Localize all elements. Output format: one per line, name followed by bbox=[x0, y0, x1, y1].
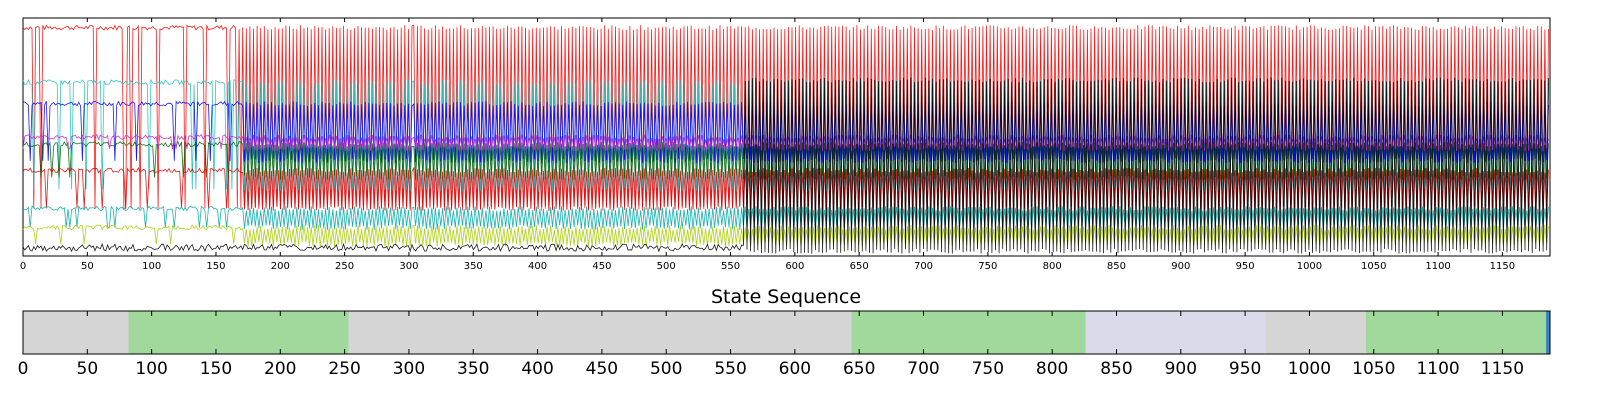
state-segment bbox=[348, 311, 852, 354]
state-segment bbox=[128, 311, 349, 354]
top-tick-label: 450 bbox=[592, 261, 611, 272]
state-segment bbox=[1366, 311, 1547, 354]
top-tick-label: 800 bbox=[1043, 261, 1062, 272]
top-tick-label: 750 bbox=[978, 261, 997, 272]
top-tick-label: 950 bbox=[1236, 261, 1255, 272]
top-tick-label: 0 bbox=[20, 261, 26, 272]
top-tick-label: 350 bbox=[464, 261, 483, 272]
bottom-tick-label: 100 bbox=[135, 359, 167, 379]
bottom-x-ticks: 0 50 100 150 200 250 300 350 400 450 500 550 600 650 7… bbox=[18, 311, 1524, 379]
top-tick-label: 1000 bbox=[1297, 261, 1322, 272]
bottom-tick-label: 950 bbox=[1229, 359, 1261, 379]
state-segment bbox=[1546, 311, 1550, 354]
state-segment bbox=[1265, 311, 1366, 354]
bottom-tick-label: 50 bbox=[77, 359, 99, 379]
top-tick-label: 850 bbox=[1107, 261, 1126, 272]
signal-series-line bbox=[22, 77, 1549, 254]
signal-lines bbox=[22, 24, 1549, 254]
bottom-tick-label: 1100 bbox=[1416, 359, 1459, 379]
top-tick-label: 550 bbox=[721, 261, 740, 272]
bottom-tick-label: 600 bbox=[779, 359, 811, 379]
top-tick-label: 400 bbox=[528, 261, 547, 272]
bottom-tick-label: 550 bbox=[714, 359, 746, 379]
top-tick-label: 100 bbox=[142, 261, 161, 272]
bottom-tick-label: 750 bbox=[972, 359, 1004, 379]
bottom-tick-label: 350 bbox=[457, 359, 489, 379]
bottom-tick-label: 250 bbox=[328, 359, 360, 379]
bottom-tick-label: 850 bbox=[1100, 359, 1132, 379]
bottom-tick-label: 200 bbox=[264, 359, 296, 379]
top-tick-label: 600 bbox=[785, 261, 804, 272]
top-tick-label: 900 bbox=[1171, 261, 1190, 272]
top-tick-label: 200 bbox=[271, 261, 290, 272]
state-segment bbox=[851, 311, 1086, 354]
bottom-tick-label: 500 bbox=[650, 359, 682, 379]
top-tick-label: 1150 bbox=[1490, 261, 1515, 272]
state-sequence-frame bbox=[22, 310, 1551, 355]
bottom-tick-label: 800 bbox=[1036, 359, 1068, 379]
bottom-tick-label: 1150 bbox=[1481, 359, 1524, 379]
bottom-tick-label: 300 bbox=[393, 359, 425, 379]
bottom-tick-label: 150 bbox=[200, 359, 232, 379]
bottom-tick-label: 650 bbox=[843, 359, 875, 379]
signal-plot: 0 50 100 150 200 250 300 350 400 450 500 550 600 650 7… bbox=[20, 17, 1551, 272]
top-tick-label: 1100 bbox=[1425, 261, 1450, 272]
top-tick-label: 500 bbox=[657, 261, 676, 272]
bottom-tick-label: 0 bbox=[18, 359, 29, 379]
top-x-ticks: 0 50 100 150 200 250 300 350 400 450 500 550 600 650 7… bbox=[20, 18, 1515, 272]
top-tick-label: 700 bbox=[914, 261, 933, 272]
top-tick-label: 650 bbox=[850, 261, 869, 272]
bottom-tick-label: 400 bbox=[521, 359, 553, 379]
state-segment bbox=[1085, 311, 1266, 354]
state-sequence-plot: State Sequence 0 50 100 150 200 250 300 350 400 4… bbox=[18, 286, 1551, 379]
top-tick-label: 250 bbox=[335, 261, 354, 272]
top-tick-label: 1050 bbox=[1361, 261, 1386, 272]
top-tick-label: 150 bbox=[206, 261, 225, 272]
bottom-tick-label: 700 bbox=[907, 359, 939, 379]
top-tick-label: 50 bbox=[81, 261, 94, 272]
bottom-tick-label: 450 bbox=[586, 359, 618, 379]
bottom-tick-label: 900 bbox=[1165, 359, 1197, 379]
state-sequence-title: State Sequence bbox=[711, 286, 861, 308]
bottom-tick-label: 1050 bbox=[1352, 359, 1395, 379]
state-segments bbox=[23, 311, 1550, 354]
top-tick-label: 300 bbox=[399, 261, 418, 272]
bottom-tick-label: 1000 bbox=[1288, 359, 1331, 379]
state-segment bbox=[23, 311, 129, 354]
